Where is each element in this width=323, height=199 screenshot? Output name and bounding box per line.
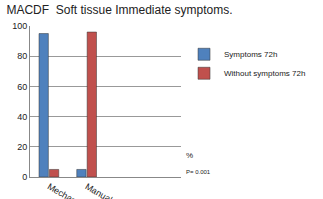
svg-text:Manual: Manual: [83, 181, 114, 199]
svg-text:0: 0: [22, 172, 27, 182]
svg-text:40: 40: [17, 112, 27, 122]
svg-text:20: 20: [17, 142, 27, 152]
svg-text:Symptoms 72h: Symptoms 72h: [224, 50, 277, 59]
svg-text:Mechanical: Mechanical: [46, 181, 90, 199]
svg-text:MACDF Soft tissue Immediate s: MACDF Soft tissue Immediate symptoms.: [6, 3, 232, 17]
svg-text:%: %: [186, 151, 193, 160]
svg-text:Without symptoms 72h: Without symptoms 72h: [224, 69, 305, 78]
svg-text:80: 80: [17, 51, 27, 61]
svg-text:100: 100: [12, 21, 27, 31]
svg-text:P= 0.001: P= 0.001: [186, 169, 211, 175]
svg-text:60: 60: [17, 82, 27, 92]
